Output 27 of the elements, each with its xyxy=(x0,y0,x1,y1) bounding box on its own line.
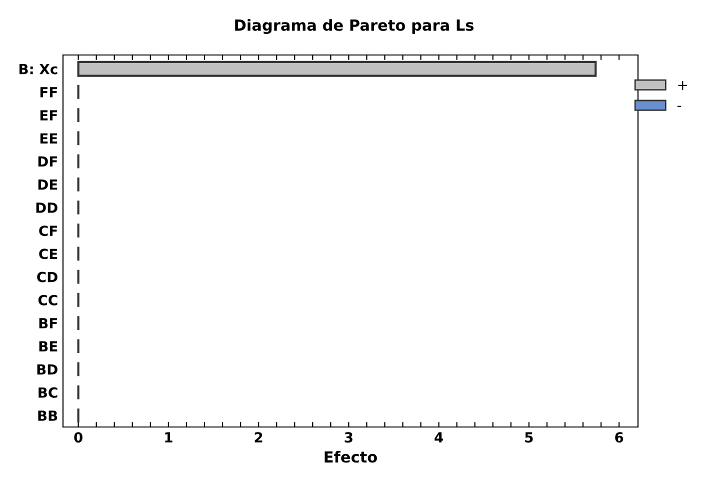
x-tick-label: 3 xyxy=(344,432,352,443)
x-tick-label: 6 xyxy=(615,432,624,443)
y-tick-label: BF xyxy=(39,318,57,328)
y-tick-label: CC xyxy=(38,294,58,306)
y-tick-label: DF xyxy=(38,156,57,167)
y-tick-label: EF xyxy=(40,110,57,120)
x-tick-label: 0 xyxy=(74,432,82,443)
x-tick-label: 4 xyxy=(434,432,444,442)
y-tick-label: CE xyxy=(39,248,58,260)
y-tick-label: BC xyxy=(38,387,58,398)
y-tick-label: DD xyxy=(36,202,58,213)
legend-label: + xyxy=(678,81,687,90)
x-tick-label: 2 xyxy=(254,432,262,442)
chart-title: Diagrama de Pareto para Ls xyxy=(235,19,474,34)
y-tick-label: BD xyxy=(37,364,58,375)
y-tick-label: CF xyxy=(39,226,57,236)
x-axis-title: Efecto xyxy=(324,450,377,463)
y-tick-label: FF xyxy=(40,87,57,98)
y-tick-label: DE xyxy=(38,180,58,190)
y-tick-label: B: Xc xyxy=(20,64,58,74)
x-tick-label: 5 xyxy=(525,432,533,443)
legend-label: - xyxy=(677,106,682,107)
y-tick-label: BE xyxy=(39,341,58,352)
y-tick-label: CD xyxy=(37,272,58,282)
y-tick-label: EE xyxy=(40,133,58,144)
y-tick-label: BB xyxy=(38,410,58,421)
x-tick-label: 1 xyxy=(165,432,172,442)
